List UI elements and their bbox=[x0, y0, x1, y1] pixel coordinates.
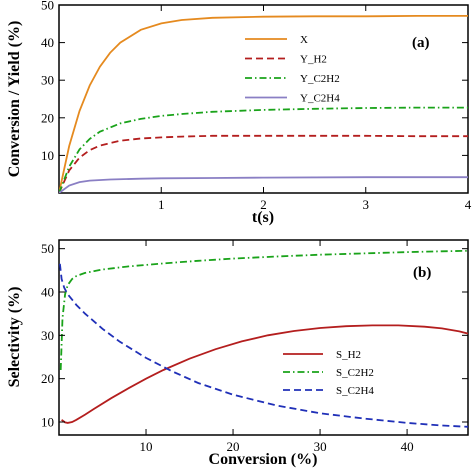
panel-a-x-tick-label: 3 bbox=[363, 197, 370, 212]
panel-b-legend: S_H2 S_C2H2 S_C2H4 bbox=[283, 349, 374, 397]
panel-a-x-axis-title: t(s) bbox=[252, 209, 274, 226]
panel-b-series-group bbox=[59, 249, 468, 428]
panel-b-y-tick-label: 20 bbox=[41, 371, 54, 386]
panel-a-series-line-y-c2h4 bbox=[59, 176, 468, 193]
panel-b-legend-label-s-c2h2: S_C2H2 bbox=[336, 367, 374, 379]
panel-b-x-tick-label: 20 bbox=[227, 439, 240, 454]
panel-a-y-tick-label: 50 bbox=[41, 0, 54, 13]
panel-a-y-tick-label: 40 bbox=[41, 35, 54, 50]
panel-a-legend: X Y_H2 Y_C2H2 Y_C2H4 bbox=[245, 34, 340, 105]
panel-b-ticks: 10 20 30 40 10 20 30 40 50 bbox=[41, 240, 468, 454]
panel-a-series-line-y-h2 bbox=[59, 134, 468, 193]
panel-b-legend-label-s-h2: S_H2 bbox=[336, 349, 361, 361]
panel-b-y-tick-label: 30 bbox=[41, 328, 54, 343]
panel-a-series-group bbox=[59, 15, 468, 193]
panel-a-x-tick-label: 1 bbox=[158, 197, 165, 212]
panel-b-x-tick-label: 40 bbox=[401, 439, 414, 454]
panel-a-legend-label-y-c2h4: Y_C2H4 bbox=[300, 93, 340, 105]
panel-b-x-tick-label: 10 bbox=[140, 439, 153, 454]
panel-b-series-line-s-h2 bbox=[61, 324, 468, 424]
panel-a-x-tick-label: 2 bbox=[260, 197, 267, 212]
panel-a-y-tick-label: 30 bbox=[41, 73, 54, 88]
panel-b-series-line-s-c2h2 bbox=[59, 249, 468, 371]
panel-a-ticks: 1 2 3 4 10 20 30 40 50 bbox=[41, 0, 472, 212]
panel-b-y-tick-label: 10 bbox=[41, 415, 54, 430]
panel-a-legend-label-x: X bbox=[300, 34, 308, 46]
panel-a-legend-label-y-c2h2: Y_C2H2 bbox=[300, 73, 340, 85]
panel-b-y-tick-label: 50 bbox=[41, 241, 54, 256]
panel-b-y-axis-title: Selectivity (%) bbox=[6, 287, 23, 388]
panel-a-plot-frame bbox=[58, 4, 469, 194]
panel-b-series-line-s-c2h4 bbox=[59, 263, 468, 428]
panel-a-x-tick-label: 4 bbox=[465, 197, 472, 212]
panel-a-series-line-x bbox=[59, 15, 468, 193]
panel-b: 10 20 30 40 10 20 30 40 50 (b) Conversion (%) Se… bbox=[6, 239, 469, 468]
panel-a-series-line-y-c2h2 bbox=[59, 106, 468, 193]
panel-b-plot-frame bbox=[58, 239, 469, 436]
panel-b-x-tick-label: 30 bbox=[314, 439, 327, 454]
panel-b-x-axis-title: Conversion (%) bbox=[209, 451, 318, 468]
panel-b-tag: (b) bbox=[413, 265, 431, 281]
panel-a: 1 2 3 4 10 20 30 40 50 (a) t(s) Conversion / Yie… bbox=[6, 0, 472, 226]
panel-a-tag: (a) bbox=[412, 35, 430, 51]
panel-a-y-tick-label: 20 bbox=[41, 110, 54, 125]
panel-a-legend-label-y-h2: Y_H2 bbox=[300, 54, 327, 66]
panel-b-legend-label-s-c2h4: S_C2H4 bbox=[336, 385, 374, 397]
panel-a-y-axis-title: Conversion / Yield (%) bbox=[6, 21, 23, 178]
panel-a-y-tick-label: 10 bbox=[41, 148, 54, 163]
panel-b-y-tick-label: 40 bbox=[41, 285, 54, 300]
